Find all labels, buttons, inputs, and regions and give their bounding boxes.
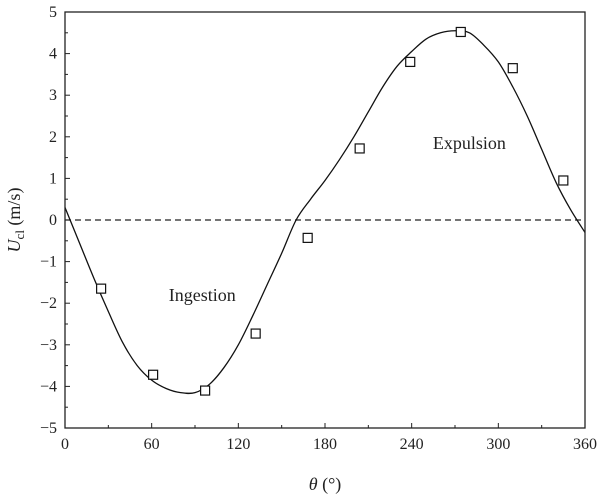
- x-axis-unit: (°): [318, 474, 342, 495]
- plot-frame: [64, 11, 586, 429]
- data-point-square: [250, 328, 261, 339]
- y-tick-label: −2: [40, 295, 57, 312]
- y-axis-subscript: cl: [12, 230, 27, 240]
- y-tick-label: −3: [40, 337, 57, 354]
- y-axis-symbol: U: [4, 238, 24, 252]
- data-point-square: [96, 283, 107, 294]
- data-point-square: [405, 56, 416, 68]
- x-tick-label: 120: [226, 436, 250, 453]
- y-tick-label: 3: [49, 87, 57, 104]
- data-point-square: [507, 63, 518, 74]
- x-tick-label: 60: [144, 436, 160, 453]
- y-tick-label: 4: [49, 46, 57, 63]
- annotation-expulsion: Expulsion: [433, 133, 506, 153]
- x-tick-label: 360: [573, 436, 597, 453]
- ticks-layer: 0 60 120 180 240 300 360 −5 −4 −3 −2 −1 0 1 2 3 4 5: [40, 4, 597, 453]
- data-point-square: [148, 369, 159, 380]
- y-axis-title: Ucl (m/s): [4, 188, 27, 253]
- y-tick-label: 1: [49, 170, 57, 187]
- data-point-square: [200, 385, 211, 396]
- x-tick-label: 240: [400, 436, 424, 453]
- data-point-square: [455, 26, 466, 38]
- y-tick-label: −5: [40, 420, 57, 437]
- x-tick-label: 0: [61, 436, 69, 453]
- fitted-curve: [64, 30, 586, 395]
- x-axis-symbol: θ: [309, 474, 318, 494]
- y-tick-label: −1: [40, 254, 57, 271]
- x-tick-label: 300: [486, 436, 510, 453]
- x-axis-title: θ (°): [309, 474, 342, 495]
- annotation-ingestion: Ingestion: [169, 285, 236, 305]
- annotation-layer: Ingestion Expulsion: [169, 133, 506, 305]
- data-layer: [64, 26, 586, 396]
- data-point-square: [354, 143, 365, 154]
- y-axis-unit: (m/s): [4, 188, 25, 231]
- y-tick-label: −4: [40, 378, 57, 395]
- y-tick-label: 5: [49, 4, 57, 21]
- y-tick-label: 2: [49, 129, 57, 146]
- y-tick-label: 0: [49, 212, 57, 229]
- data-point-square: [302, 232, 313, 243]
- x-tick-label: 180: [313, 436, 337, 453]
- data-point-square: [558, 175, 569, 186]
